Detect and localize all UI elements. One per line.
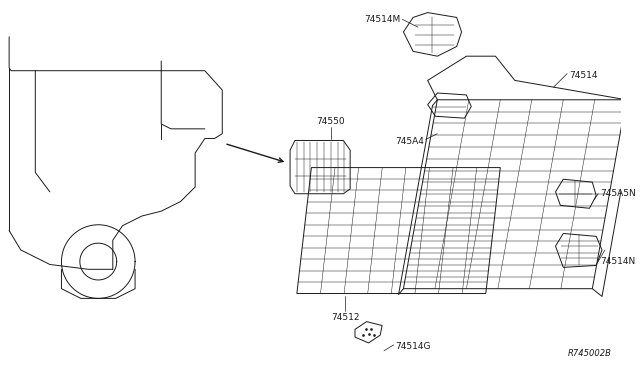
Text: 74514G: 74514G <box>396 342 431 351</box>
Text: 74512: 74512 <box>331 313 360 322</box>
Text: 745A4: 745A4 <box>395 137 424 146</box>
Text: 74514: 74514 <box>569 71 598 80</box>
Text: 745A5N: 745A5N <box>600 189 636 198</box>
Text: 74514M: 74514M <box>364 15 401 24</box>
Text: 74514N: 74514N <box>600 257 636 266</box>
Text: 74550: 74550 <box>316 117 345 126</box>
Text: R745002B: R745002B <box>568 349 612 359</box>
